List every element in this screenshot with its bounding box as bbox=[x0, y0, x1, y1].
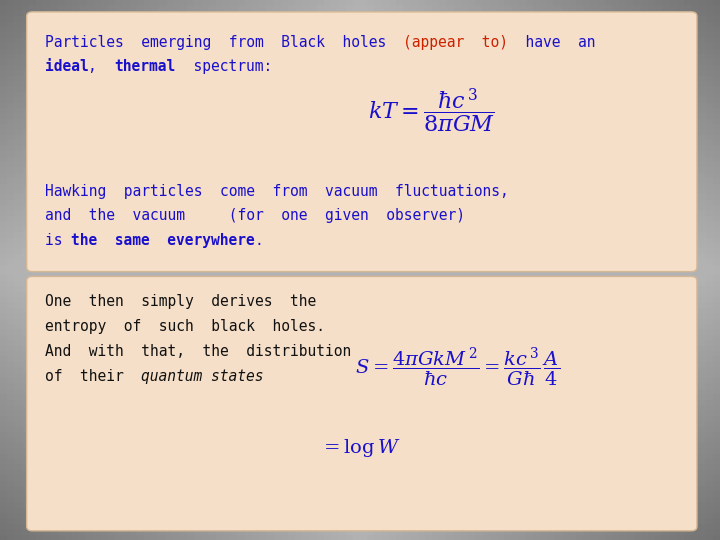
Text: One  then  simply  derives  the: One then simply derives the bbox=[45, 294, 316, 309]
Text: .: . bbox=[255, 233, 264, 248]
Text: entropy  of  such  black  holes.: entropy of such black holes. bbox=[45, 319, 325, 334]
Text: $S = \dfrac{4\pi G k M^{\,2}}{\hbar c} = \dfrac{k c^{\,3}}{G\hbar}\,\dfrac{A}{4}: $S = \dfrac{4\pi G k M^{\,2}}{\hbar c} =… bbox=[355, 346, 559, 389]
Text: ,: , bbox=[89, 59, 114, 75]
Text: the  same  everywhere: the same everywhere bbox=[71, 233, 255, 248]
FancyBboxPatch shape bbox=[27, 12, 697, 272]
Text: Particles  emerging  from  Black  holes: Particles emerging from Black holes bbox=[45, 35, 403, 50]
Text: $= \log W$: $= \log W$ bbox=[320, 437, 401, 460]
Text: have  an: have an bbox=[508, 35, 596, 50]
Text: of  their: of their bbox=[45, 369, 141, 384]
Text: ideal: ideal bbox=[45, 59, 89, 75]
Text: quantum states: quantum states bbox=[141, 369, 264, 384]
Text: $kT = \dfrac{\hbar c^{\,3}}{8\pi GM}$: $kT = \dfrac{\hbar c^{\,3}}{8\pi GM}$ bbox=[369, 86, 495, 134]
Text: And  with  that,  the  distribution: And with that, the distribution bbox=[45, 344, 351, 359]
FancyBboxPatch shape bbox=[27, 276, 697, 531]
Text: thermal: thermal bbox=[114, 59, 176, 75]
Text: and  the  vacuum     (for  one  given  observer): and the vacuum (for one given observer) bbox=[45, 208, 464, 224]
Text: is: is bbox=[45, 233, 71, 248]
Text: (appear  to): (appear to) bbox=[403, 35, 508, 50]
Text: spectrum:: spectrum: bbox=[176, 59, 272, 75]
Text: Hawking  particles  come  from  vacuum  fluctuations,: Hawking particles come from vacuum fluct… bbox=[45, 184, 508, 199]
